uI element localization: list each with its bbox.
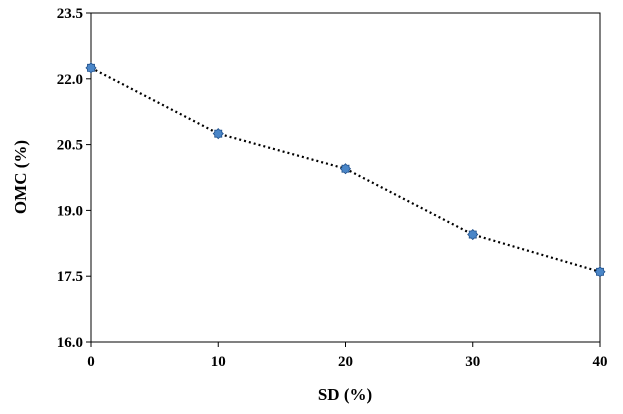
y-tick-label: 22.0 xyxy=(57,72,83,88)
x-tick-label: 0 xyxy=(87,354,95,370)
data-point xyxy=(339,163,352,175)
y-tick-label: 23.5 xyxy=(57,6,83,22)
y-tick-label: 16.0 xyxy=(57,335,83,351)
y-tick-label: 19.0 xyxy=(57,203,83,219)
y-axis-label: OMC (%) xyxy=(11,140,30,214)
data-point xyxy=(85,62,97,74)
x-axis-ticks: 0 10 20 30 40 xyxy=(87,342,608,370)
x-tick-label: 40 xyxy=(593,354,608,370)
x-axis-label: SD (%) xyxy=(318,385,372,404)
y-tick-label: 17.5 xyxy=(57,269,83,285)
y-axis-ticks: 16.0 17.5 19.0 20.5 22.0 23.5 xyxy=(57,6,91,351)
data-point xyxy=(212,128,224,140)
data-point xyxy=(467,228,479,241)
x-tick-label: 30 xyxy=(465,354,480,370)
y-tick-label: 20.5 xyxy=(57,138,83,154)
x-tick-label: 10 xyxy=(211,354,226,370)
data-point xyxy=(594,266,606,278)
plot-area xyxy=(90,12,601,343)
x-tick-label: 20 xyxy=(338,354,353,370)
series-layer xyxy=(85,62,606,278)
